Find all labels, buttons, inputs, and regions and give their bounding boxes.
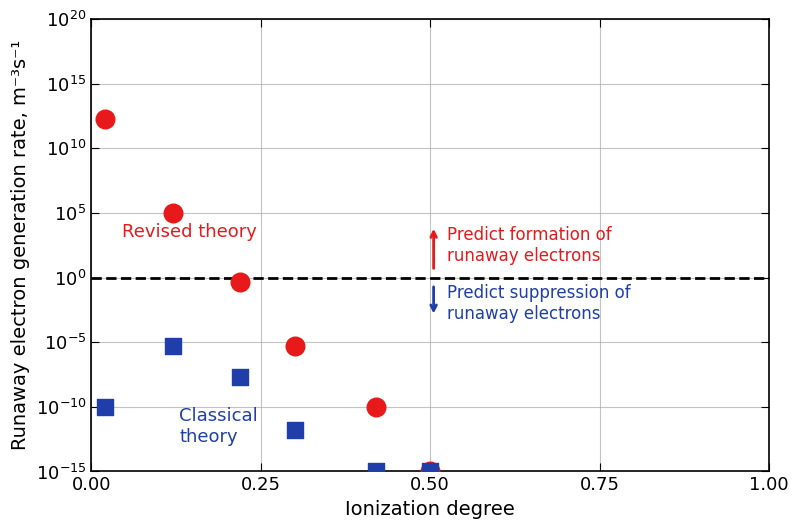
Text: Predict formation of
runaway electrons: Predict formation of runaway electrons (447, 226, 612, 264)
Point (370, 467, 382, 476)
Point (98, 403, 111, 411)
Point (234, 373, 247, 382)
Point (288, 426, 301, 435)
Point (288, 342, 301, 350)
Point (166, 209, 179, 217)
Point (166, 342, 179, 350)
Point (234, 277, 247, 286)
Text: Revised theory: Revised theory (122, 223, 257, 241)
Point (424, 467, 437, 476)
Point (424, 467, 437, 476)
Y-axis label: Runaway electron generation rate, m⁻³s⁻¹: Runaway electron generation rate, m⁻³s⁻¹ (11, 40, 30, 450)
Point (370, 403, 382, 411)
Point (98, 114, 111, 123)
Text: Classical
theory: Classical theory (179, 407, 258, 446)
Text: Predict suppression of
runaway electrons: Predict suppression of runaway electrons (447, 284, 630, 323)
X-axis label: Ionization degree: Ionization degree (346, 500, 515, 519)
